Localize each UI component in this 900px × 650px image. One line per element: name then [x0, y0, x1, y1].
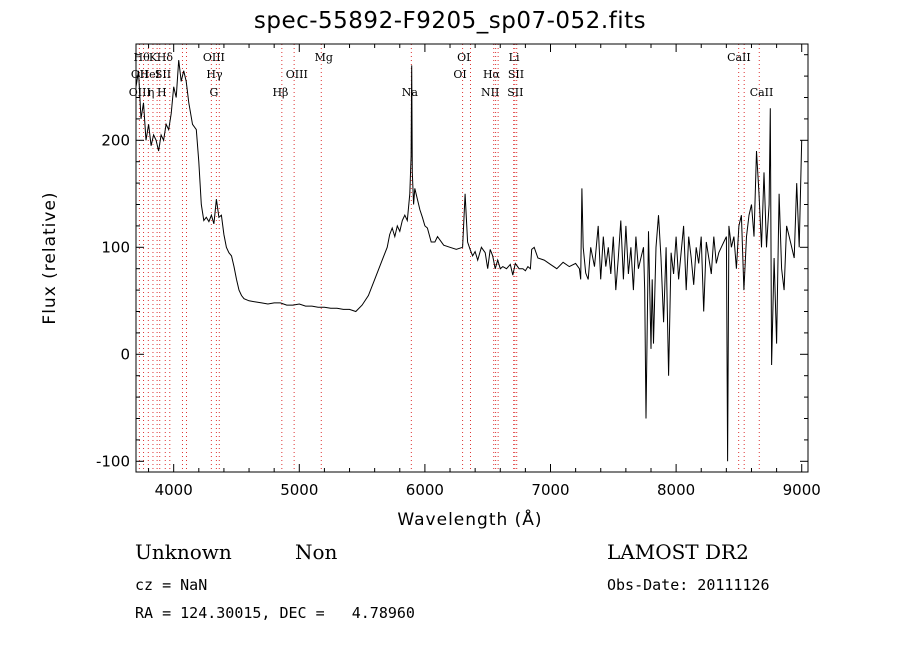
spectral-line-label: SII	[507, 86, 523, 99]
y-tick-label: 100	[101, 238, 130, 256]
x-axis-ticks: 4000 5000 6000 7000 8000 9000	[148, 44, 821, 499]
spectral-line-label: CaII	[727, 51, 751, 64]
spectral-line-label: Hδ	[157, 51, 174, 64]
y-tick-label: -100	[96, 452, 130, 470]
spectral-line-label: OII	[131, 68, 149, 81]
spectral-line-label: OIII	[286, 68, 308, 81]
y-tick-label: 200	[101, 131, 130, 149]
x-tick-label: 8000	[657, 481, 695, 499]
survey-label: LAMOST DR2	[607, 540, 749, 564]
obs-date: Obs-Date: 20111126	[607, 576, 770, 594]
y-axis-label: Flux (relative)	[40, 191, 60, 325]
spectral-line-label: K	[149, 51, 158, 64]
spectral-line-label: OI	[457, 51, 470, 64]
spectral-line-label: OI	[453, 68, 466, 81]
cz-value: cz = NaN	[135, 576, 208, 594]
x-tick-label: 4000	[155, 481, 193, 499]
x-tick-label: 6000	[406, 481, 444, 499]
spectral-line-label: Hβ	[272, 86, 288, 99]
spectral-line-label: OIII	[203, 51, 225, 64]
x-axis-label: Wavelength (Å)	[397, 510, 543, 530]
subclass-label: Non	[295, 540, 338, 564]
x-tick-label: 5000	[280, 481, 318, 499]
class-label: Unknown	[135, 540, 232, 564]
plot-frame	[135, 43, 809, 473]
spectral-line-label: η	[148, 86, 155, 99]
chart-title: spec-55892-F9205_sp07-052.fits	[253, 8, 647, 34]
spectral-line-label: HeI	[140, 68, 160, 81]
spectral-line-label: Li	[509, 51, 520, 64]
x-tick-label: 7000	[531, 481, 569, 499]
spectral-line-label: Mg	[315, 51, 333, 64]
spectral-line-label: OIII	[129, 86, 151, 99]
ra-dec: RA = 124.30015, DEC = 4.78960	[135, 604, 415, 622]
spectrum-series	[135, 60, 803, 462]
x-tick-label: 9000	[783, 481, 821, 499]
spectral-line-label: H	[157, 86, 167, 99]
spectral-line-label: Hθ	[134, 51, 151, 64]
spectral-line-label: CaII	[750, 86, 774, 99]
spectral-line-label: G	[209, 86, 218, 99]
spectral-line-label: SII	[508, 68, 524, 81]
spectral-line-label: Hα	[483, 68, 501, 81]
spectral-line-label: SII	[155, 68, 171, 81]
spectral-line-label: Hγ	[206, 68, 223, 81]
y-tick-label: 0	[120, 345, 130, 363]
spectral-line-markers	[138, 44, 760, 472]
y-axis-ticks: -100 0 100 200	[96, 54, 808, 470]
spectrum-line	[135, 60, 803, 462]
spectral-line-label: NII	[481, 86, 499, 99]
spectral-line-label: Na	[402, 86, 419, 99]
